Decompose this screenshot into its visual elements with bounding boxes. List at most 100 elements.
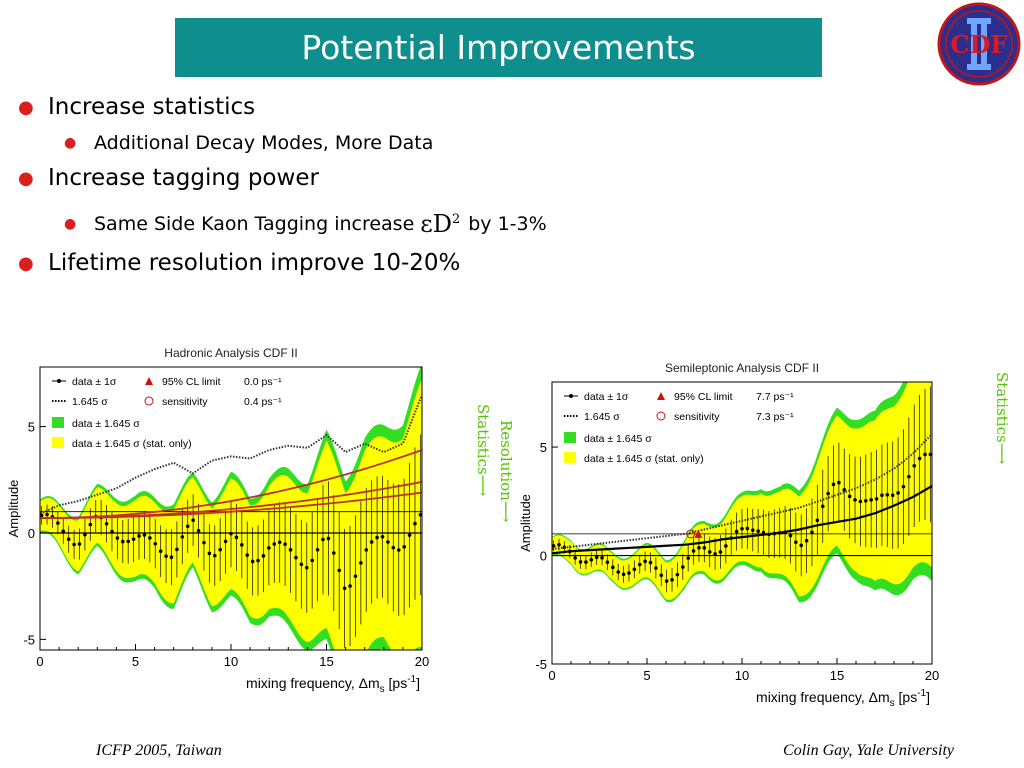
legend-swatch: [564, 432, 576, 443]
data-point: [77, 542, 82, 546]
data-point: [342, 586, 347, 591]
data-point: [56, 521, 60, 525]
data-point: [104, 521, 109, 526]
data-point: [702, 546, 707, 550]
data-point: [402, 545, 406, 549]
data-point: [207, 551, 212, 556]
data-point: [686, 556, 690, 560]
data-point: [594, 555, 599, 560]
cdf-logo: CDF: [937, 2, 1021, 86]
data-point: [304, 565, 309, 570]
data-point: [120, 539, 125, 544]
legend-point-icon: [57, 379, 61, 383]
sensitivity-marker: [686, 529, 696, 539]
x-tick-label: 20: [925, 668, 939, 683]
data-point: [250, 559, 255, 564]
data-point: [804, 538, 809, 543]
plot-title: Hadronic Analysis CDF II: [164, 346, 297, 360]
legend-swatch: [564, 452, 576, 463]
data-point: [557, 542, 561, 547]
data-point: [169, 555, 174, 559]
hadronic-amplitude-plot: Hadronic Analysis CDF II0 5 10 15 20-505mixi…: [0, 335, 432, 705]
data-point: [912, 463, 917, 468]
data-point: [364, 548, 369, 552]
data-point: [212, 553, 217, 558]
data-point: [664, 579, 669, 583]
data-point: [901, 484, 906, 489]
data-point: [332, 551, 336, 555]
data-point: [632, 567, 637, 572]
data-point: [61, 529, 66, 534]
data-point: [240, 543, 244, 547]
legend-label: 1.645 σ: [584, 411, 620, 423]
y-tick-label: -5: [23, 632, 35, 647]
data-point: [578, 560, 583, 564]
legend-value: 7.3 ps⁻¹: [756, 411, 794, 423]
data-point: [180, 535, 185, 539]
data-point: [158, 549, 163, 554]
data-point: [326, 536, 331, 541]
sigma-1-curve: [552, 485, 932, 555]
data-point: [234, 535, 239, 540]
data-point: [740, 526, 744, 531]
bullet-dot-icon: ●: [18, 167, 34, 189]
data-point: [256, 558, 260, 563]
data-point: [756, 529, 760, 533]
legend-label: data ± 1.645 σ (stat. only): [584, 453, 704, 465]
plot-area: [40, 367, 422, 650]
data-point: [616, 570, 621, 574]
legend-value: 0.0 ps⁻¹: [244, 376, 282, 388]
y-tick-label: 5: [28, 420, 35, 435]
bullet-text: Additional Decay Modes, More Data: [94, 132, 434, 154]
data-point: [288, 548, 293, 552]
data-point: [126, 539, 130, 544]
legend-label: data ± 1.645 σ: [72, 418, 140, 430]
legend-label: sensitivity: [674, 411, 720, 423]
data-point: [310, 558, 314, 563]
data-point: [880, 493, 884, 497]
data-point: [148, 536, 152, 540]
data-point: [164, 554, 168, 558]
x-tick-label: 10: [224, 654, 238, 669]
legend-circle-icon: [144, 396, 154, 406]
y-tick-label: 0: [28, 526, 35, 541]
data-point: [863, 498, 868, 503]
data-point: [745, 526, 750, 531]
data-point: [66, 537, 71, 541]
y-tick-label: 0: [540, 549, 547, 564]
data-point: [794, 540, 798, 544]
data-point: [137, 534, 141, 538]
data-point: [294, 555, 298, 560]
data-point: [842, 487, 847, 492]
data-point: [826, 491, 830, 496]
x-tick-label: 15: [319, 654, 333, 669]
legend-triangle-icon: [145, 377, 153, 385]
logo-text: CDF: [951, 30, 1008, 59]
data-point: [788, 533, 793, 538]
data-point: [223, 539, 228, 544]
data-point: [611, 565, 615, 570]
bullet-lifetime-resolution: ● Lifetime resolution improve 10-20%: [18, 250, 460, 276]
sigma-1645-curve: [552, 433, 932, 551]
data-point: [407, 533, 412, 537]
plot-area: [552, 382, 932, 603]
legend-label: 95% CL limit: [162, 376, 221, 388]
data-point: [680, 565, 685, 569]
data-point: [153, 541, 158, 546]
x-tick-label: 15: [830, 668, 844, 683]
data-point: [831, 482, 836, 487]
data-point: [267, 546, 271, 550]
bullet-suffix: by 1-3%: [468, 213, 547, 235]
cl-limit-marker: [694, 529, 703, 538]
data-point: [196, 528, 201, 533]
bullet-text: Increase statistics: [48, 94, 256, 120]
x-axis-label: mixing frequency, Δms [ps-1]: [246, 674, 420, 695]
bullet-dot-icon: ●: [18, 96, 34, 118]
data-point: [321, 537, 325, 542]
footer-author: Colin Gay, Yale University: [783, 742, 954, 759]
data-point: [573, 556, 577, 560]
legend-label: data ± 1σ: [72, 376, 117, 388]
x-axis-label: mixing frequency, Δms [ps-1]: [756, 688, 930, 709]
data-point: [896, 491, 900, 495]
data-point: [621, 572, 626, 577]
